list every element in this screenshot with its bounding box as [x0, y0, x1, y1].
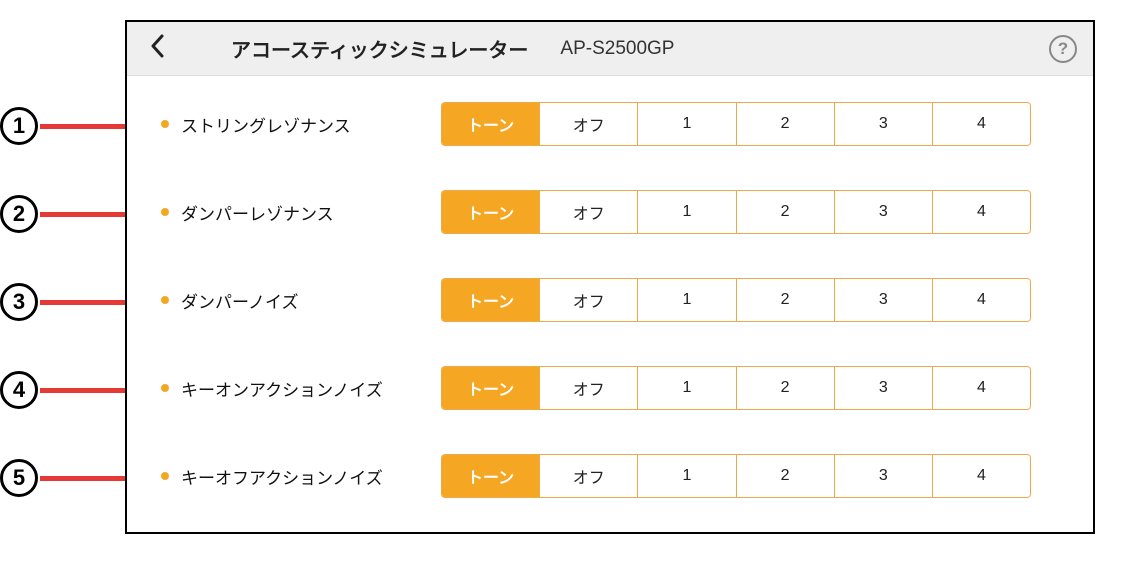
- segment-option[interactable]: 2: [737, 279, 835, 321]
- setting-row: ストリングレゾナンストーンオフ1234: [161, 100, 1065, 148]
- setting-label: ダンパーノイズ: [181, 288, 441, 313]
- callout-number: 1: [0, 107, 38, 145]
- segment-option[interactable]: 4: [933, 455, 1030, 497]
- segment-option[interactable]: トーン: [442, 191, 540, 233]
- segment-option[interactable]: 2: [737, 455, 835, 497]
- callout-number: 4: [0, 371, 38, 409]
- callout: 4: [0, 366, 125, 414]
- setting-label: キーオフアクションノイズ: [181, 464, 441, 489]
- panel-header: アコースティックシミュレーター AP-S2500GP ?: [127, 22, 1093, 76]
- bullet-icon: [161, 472, 169, 480]
- segment-option[interactable]: 2: [737, 103, 835, 145]
- callout-line: [40, 476, 125, 481]
- setting-row: ダンパーレゾナンストーンオフ1234: [161, 188, 1065, 236]
- segmented-control: トーンオフ1234: [441, 278, 1031, 322]
- segment-option[interactable]: 2: [737, 191, 835, 233]
- segment-option[interactable]: トーン: [442, 103, 540, 145]
- segment-option[interactable]: 1: [638, 367, 736, 409]
- callout-number: 3: [0, 283, 38, 321]
- segment-option[interactable]: 4: [933, 191, 1030, 233]
- setting-label: ダンパーレゾナンス: [181, 200, 441, 225]
- segment-option[interactable]: トーン: [442, 367, 540, 409]
- segmented-control: トーンオフ1234: [441, 190, 1031, 234]
- back-button[interactable]: [143, 35, 171, 63]
- callout-line: [40, 124, 125, 129]
- callout-number: 2: [0, 195, 38, 233]
- segment-option[interactable]: オフ: [540, 191, 638, 233]
- setting-row: ダンパーノイズトーンオフ1234: [161, 276, 1065, 324]
- segment-option[interactable]: オフ: [540, 279, 638, 321]
- segment-option[interactable]: 4: [933, 367, 1030, 409]
- callout: 2: [0, 190, 125, 238]
- setting-row: キーオフアクションノイズトーンオフ1234: [161, 452, 1065, 500]
- page-title: アコースティックシミュレーター: [231, 34, 528, 63]
- bullet-icon: [161, 208, 169, 216]
- segment-option[interactable]: 3: [835, 279, 933, 321]
- segment-option[interactable]: 4: [933, 279, 1030, 321]
- segment-option[interactable]: トーン: [442, 279, 540, 321]
- segment-option[interactable]: 3: [835, 191, 933, 233]
- segmented-control: トーンオフ1234: [441, 102, 1031, 146]
- title-wrap: アコースティックシミュレーター AP-S2500GP: [171, 34, 1049, 63]
- segment-option[interactable]: オフ: [540, 455, 638, 497]
- segment-option[interactable]: 3: [835, 455, 933, 497]
- callout-line: [40, 388, 125, 393]
- setting-row: キーオンアクションノイズトーンオフ1234: [161, 364, 1065, 412]
- segment-option[interactable]: オフ: [540, 367, 638, 409]
- segment-option[interactable]: 1: [638, 103, 736, 145]
- segment-option[interactable]: トーン: [442, 455, 540, 497]
- segmented-control: トーンオフ1234: [441, 366, 1031, 410]
- setting-label: ストリングレゾナンス: [181, 112, 441, 137]
- callout-line: [40, 300, 125, 305]
- callout: 5: [0, 454, 125, 502]
- segment-option[interactable]: 1: [638, 191, 736, 233]
- bullet-icon: [161, 120, 169, 128]
- callout: 3: [0, 278, 125, 326]
- segmented-control: トーンオフ1234: [441, 454, 1031, 498]
- chevron-left-icon: [150, 34, 164, 63]
- help-button[interactable]: ?: [1049, 35, 1077, 63]
- segment-option[interactable]: 4: [933, 103, 1030, 145]
- segment-option[interactable]: 1: [638, 279, 736, 321]
- settings-panel: アコースティックシミュレーター AP-S2500GP ? ストリングレゾナンスト…: [125, 20, 1095, 534]
- setting-label: キーオンアクションノイズ: [181, 376, 441, 401]
- segment-option[interactable]: 3: [835, 367, 933, 409]
- callout-number: 5: [0, 459, 38, 497]
- segment-option[interactable]: 1: [638, 455, 736, 497]
- callout-line: [40, 212, 125, 217]
- bullet-icon: [161, 296, 169, 304]
- bullet-icon: [161, 384, 169, 392]
- model-label: AP-S2500GP: [560, 38, 674, 60]
- segment-option[interactable]: 3: [835, 103, 933, 145]
- callout-column: 1 2 3 4 5: [0, 20, 125, 542]
- segment-option[interactable]: 2: [737, 367, 835, 409]
- help-icon: ?: [1058, 39, 1068, 59]
- callout: 1: [0, 102, 125, 150]
- segment-option[interactable]: オフ: [540, 103, 638, 145]
- rows-container: ストリングレゾナンストーンオフ1234ダンパーレゾナンストーンオフ1234ダンパ…: [127, 76, 1093, 532]
